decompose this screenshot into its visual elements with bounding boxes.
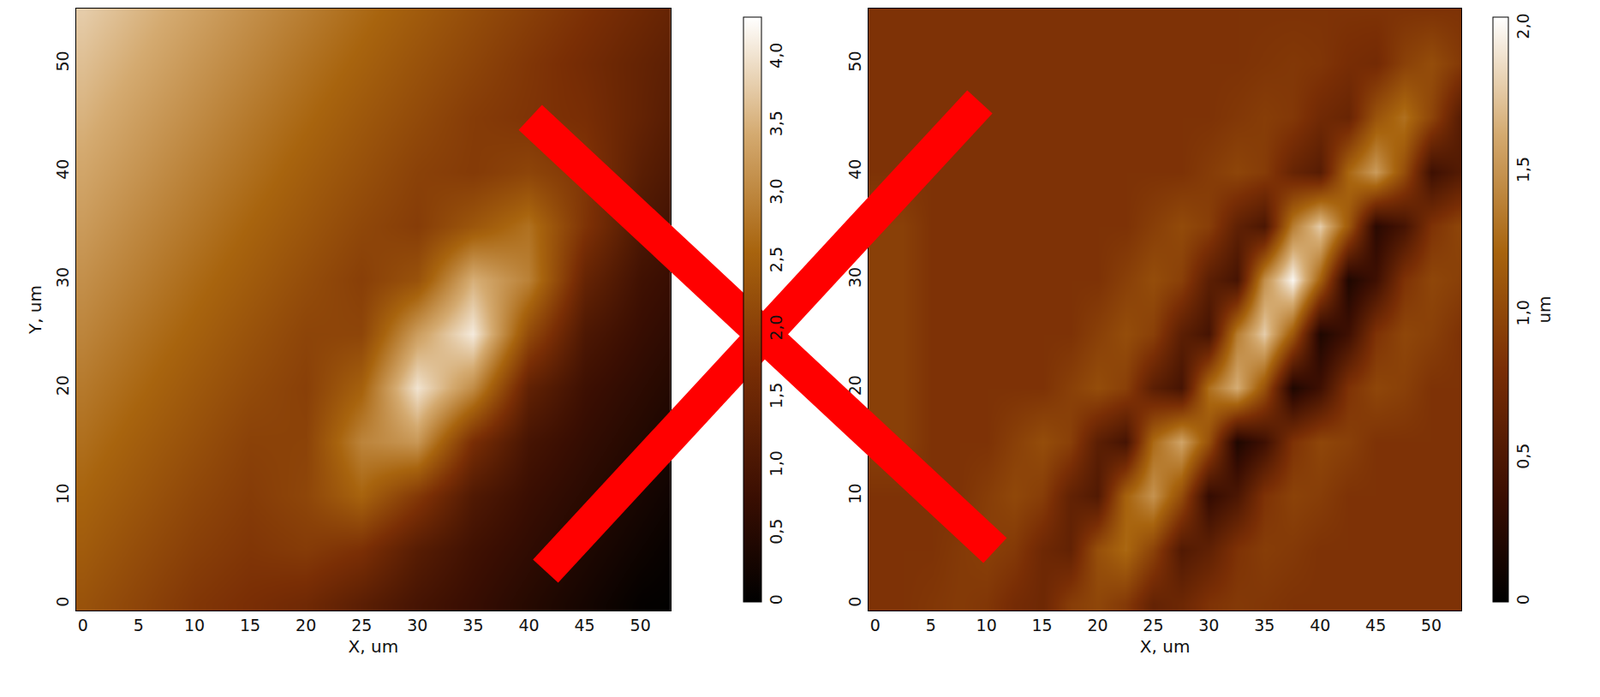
- svg-text:0: 0: [766, 594, 786, 605]
- svg-text:40: 40: [53, 159, 72, 180]
- svg-text:20: 20: [845, 375, 865, 396]
- svg-text:2,0: 2,0: [766, 314, 786, 341]
- svg-text:2,0: 2,0: [1513, 12, 1533, 39]
- svg-text:3,0: 3,0: [766, 179, 786, 205]
- svg-text:20: 20: [53, 375, 72, 396]
- svg-text:0: 0: [1513, 594, 1533, 605]
- svg-text:0: 0: [53, 597, 72, 608]
- svg-text:35: 35: [462, 615, 484, 635]
- svg-text:20: 20: [1086, 615, 1108, 635]
- svg-text:10: 10: [184, 615, 205, 635]
- svg-text:35: 35: [1253, 615, 1275, 635]
- svg-text:30: 30: [406, 615, 428, 635]
- svg-text:45: 45: [1365, 615, 1386, 635]
- svg-text:1,0: 1,0: [766, 450, 786, 477]
- svg-text:50: 50: [630, 615, 651, 635]
- svg-text:1,0: 1,0: [1513, 299, 1533, 326]
- svg-text:30: 30: [1198, 615, 1219, 635]
- svg-text:5: 5: [925, 615, 937, 635]
- svg-text:10: 10: [976, 615, 998, 635]
- svg-text:40: 40: [1309, 615, 1331, 635]
- svg-text:10: 10: [845, 483, 865, 504]
- svg-text:Y, um: Y, um: [24, 285, 46, 335]
- svg-text:0: 0: [77, 615, 89, 635]
- svg-text:um: um: [1534, 295, 1555, 323]
- svg-text:0,5: 0,5: [766, 519, 786, 545]
- svg-text:4,0: 4,0: [766, 42, 786, 69]
- svg-text:50: 50: [1420, 615, 1442, 635]
- svg-text:0,5: 0,5: [1513, 443, 1533, 470]
- svg-text:30: 30: [53, 267, 72, 288]
- svg-text:45: 45: [573, 615, 595, 635]
- svg-text:1,5: 1,5: [766, 382, 786, 409]
- svg-text:40: 40: [845, 159, 865, 180]
- svg-text:25: 25: [351, 615, 372, 635]
- svg-text:0: 0: [870, 615, 881, 635]
- svg-text:3,5: 3,5: [766, 110, 786, 137]
- svg-text:30: 30: [845, 267, 865, 288]
- svg-text:50: 50: [845, 50, 865, 72]
- svg-text:2,5: 2,5: [766, 246, 786, 273]
- svg-text:0: 0: [845, 597, 865, 608]
- svg-text:10: 10: [53, 483, 72, 504]
- svg-text:1,5: 1,5: [1513, 156, 1533, 183]
- svg-text:X, um: X, um: [1140, 636, 1191, 657]
- svg-text:20: 20: [295, 615, 317, 635]
- svg-text:5: 5: [133, 615, 144, 635]
- svg-text:15: 15: [1032, 615, 1053, 635]
- svg-text:40: 40: [518, 615, 539, 635]
- svg-text:15: 15: [239, 615, 261, 635]
- svg-text:50: 50: [53, 50, 72, 72]
- svg-text:X, um: X, um: [348, 636, 400, 657]
- svg-text:25: 25: [1142, 615, 1164, 635]
